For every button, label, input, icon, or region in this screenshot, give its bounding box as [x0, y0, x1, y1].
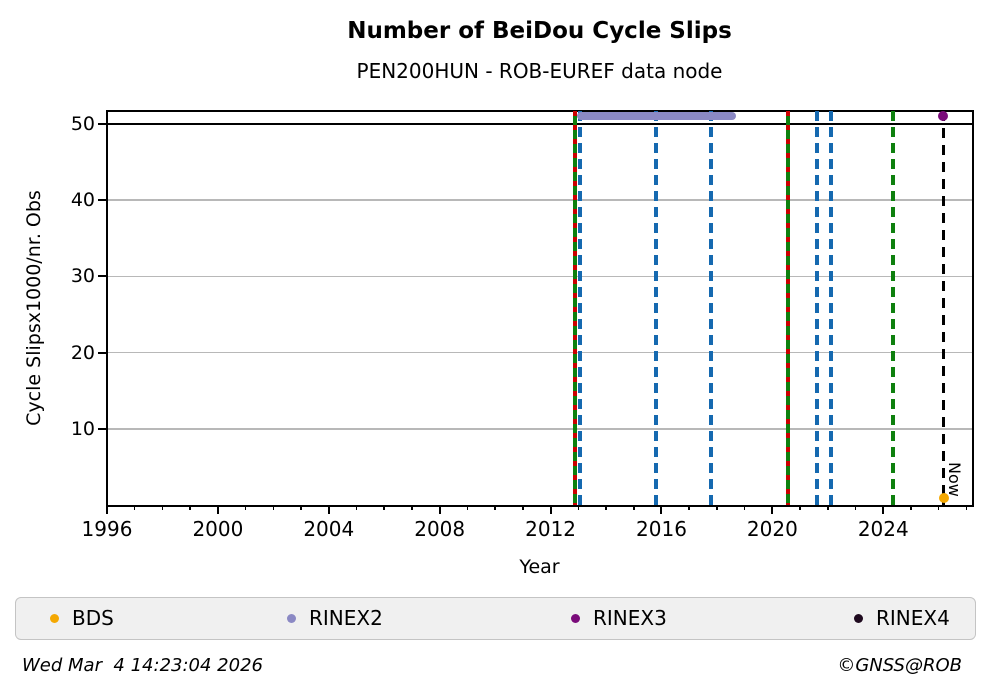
- legend-label: RINEX3: [593, 606, 667, 630]
- x-tick-major: [216, 505, 219, 514]
- x-tick-minor: [494, 505, 496, 510]
- event-line: [815, 111, 820, 505]
- event-line: [709, 111, 714, 505]
- chart-subtitle: PEN200HUN - ROB-EUREF data node: [356, 59, 723, 83]
- rinex2-marker-icon: [287, 613, 296, 623]
- x-tick-minor: [743, 505, 746, 510]
- x-tick-minor: [411, 505, 413, 510]
- legend-label: BDS: [72, 606, 114, 630]
- x-tick-label: 2008: [414, 517, 466, 541]
- rinex3-point: [937, 111, 948, 122]
- x-tick-minor: [854, 505, 857, 510]
- legend-label: RINEX4: [876, 606, 950, 630]
- legend-item-rinex4: RINEX4: [854, 606, 950, 630]
- x-tick-label: 2000: [192, 517, 244, 541]
- x-tick-minor: [605, 505, 607, 510]
- x-axis-label: Year: [519, 556, 560, 578]
- y-tick-label: 50: [70, 112, 95, 135]
- x-tick-major: [660, 505, 663, 514]
- x-tick-minor: [910, 505, 912, 510]
- copyright-text: ©GNSS@ROB: [837, 655, 962, 676]
- now-line: [941, 111, 945, 505]
- y-axis-label: Cycle Slipsx1000/nr. Obs: [23, 190, 45, 426]
- now-label: Now: [945, 462, 965, 497]
- y-tick-label: 10: [70, 417, 95, 440]
- event-line: [654, 111, 659, 505]
- chart-title: Number of BeiDou Cycle Slips: [347, 18, 732, 44]
- legend-item-rinex2: RINEX2: [287, 606, 383, 630]
- x-tick-label: 2004: [303, 517, 355, 541]
- event-line: [572, 111, 577, 505]
- event-line: [786, 111, 791, 505]
- gridline: [107, 199, 972, 201]
- legend: [15, 597, 976, 640]
- event-line: [890, 111, 895, 505]
- y-tick: [98, 199, 107, 202]
- event-line: [829, 111, 834, 505]
- gridline: [107, 428, 972, 430]
- cap-line: [107, 122, 972, 126]
- x-tick-minor: [244, 505, 247, 510]
- rinex2-line: [576, 112, 737, 121]
- y-tick-label: 30: [70, 265, 95, 288]
- x-tick-minor: [827, 505, 829, 510]
- x-tick-minor: [133, 505, 136, 510]
- x-tick-minor: [300, 505, 302, 510]
- x-tick-major: [882, 505, 885, 514]
- y-tick: [98, 427, 107, 430]
- x-tick-major: [771, 505, 774, 514]
- x-tick-minor: [189, 505, 191, 510]
- x-tick-minor: [466, 505, 469, 510]
- rinex3-marker-icon: [571, 613, 580, 623]
- gridline: [107, 351, 972, 354]
- x-tick-minor: [937, 505, 940, 510]
- x-tick-label: 2020: [746, 517, 798, 541]
- timestamp-text: Wed Mar 4 14:23:04 2026: [22, 655, 263, 676]
- x-tick-label: 2012: [525, 517, 577, 541]
- x-tick-major: [327, 505, 330, 514]
- gridline: [107, 275, 972, 278]
- x-tick-minor: [383, 505, 385, 510]
- x-tick-minor: [161, 505, 164, 510]
- legend-label: RINEX2: [309, 606, 383, 630]
- x-tick-label: 2016: [636, 517, 687, 541]
- y-tick: [98, 275, 107, 278]
- x-tick-minor: [716, 505, 718, 510]
- x-tick-major: [106, 505, 108, 514]
- x-tick-minor: [633, 505, 635, 510]
- bds-point: [939, 493, 950, 504]
- x-tick-minor: [355, 505, 358, 510]
- rinex4-marker-icon: [854, 613, 863, 623]
- bds-marker-icon: [50, 613, 59, 623]
- y-tick-label: 40: [70, 189, 95, 212]
- y-tick-label: 20: [70, 341, 95, 364]
- x-tick-minor: [688, 505, 690, 510]
- event-line: [577, 111, 582, 505]
- x-tick-minor: [965, 505, 968, 510]
- plot-area: [106, 110, 974, 507]
- x-tick-minor: [522, 505, 524, 510]
- x-tick-minor: [272, 505, 275, 510]
- legend-item-rinex3: RINEX3: [571, 606, 667, 630]
- y-tick: [98, 122, 107, 125]
- y-tick: [98, 351, 107, 354]
- x-tick-label: 2024: [857, 517, 909, 541]
- x-tick-major: [549, 505, 552, 514]
- x-tick-major: [438, 505, 441, 514]
- x-tick-label: 1996: [81, 517, 133, 541]
- x-tick-minor: [799, 505, 801, 510]
- legend-item-bds: BDS: [50, 606, 114, 630]
- x-tick-minor: [577, 505, 580, 510]
